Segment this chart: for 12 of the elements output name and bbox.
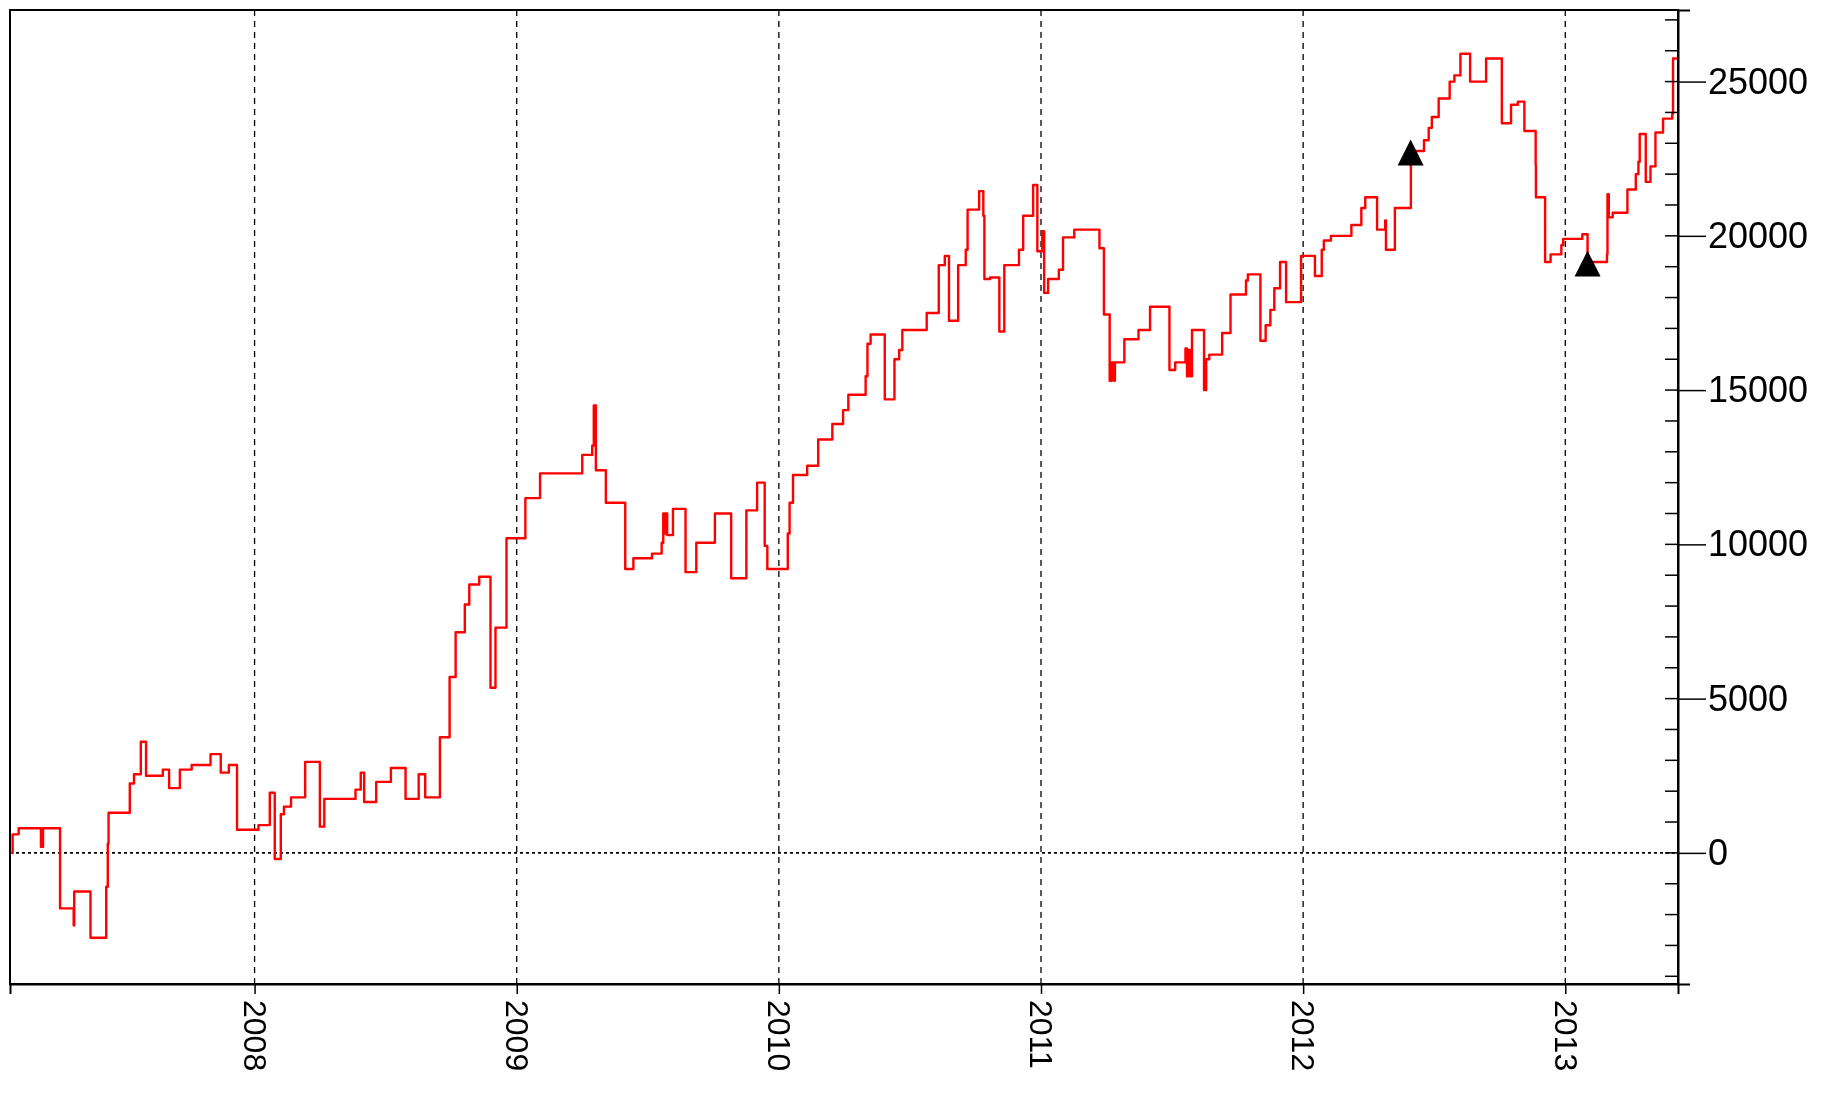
x-tick-label: 2009: [499, 1000, 536, 1072]
x-tick-label: 2008: [236, 1000, 273, 1072]
y-tick-label: 15000: [1708, 369, 1809, 411]
x-tick-label: 2010: [761, 1000, 798, 1072]
y-tick-label: 25000: [1708, 60, 1809, 102]
x-tick-label: 2012: [1285, 1000, 1322, 1072]
y-tick-label: 5000: [1708, 677, 1789, 719]
y-tick-label: 10000: [1708, 523, 1809, 565]
y-tick-label: 20000: [1708, 214, 1809, 256]
x-tick-label: 2013: [1547, 1000, 1584, 1072]
y-tick-label: 0: [1708, 831, 1729, 873]
x-tick-label: 2011: [1023, 1000, 1060, 1069]
